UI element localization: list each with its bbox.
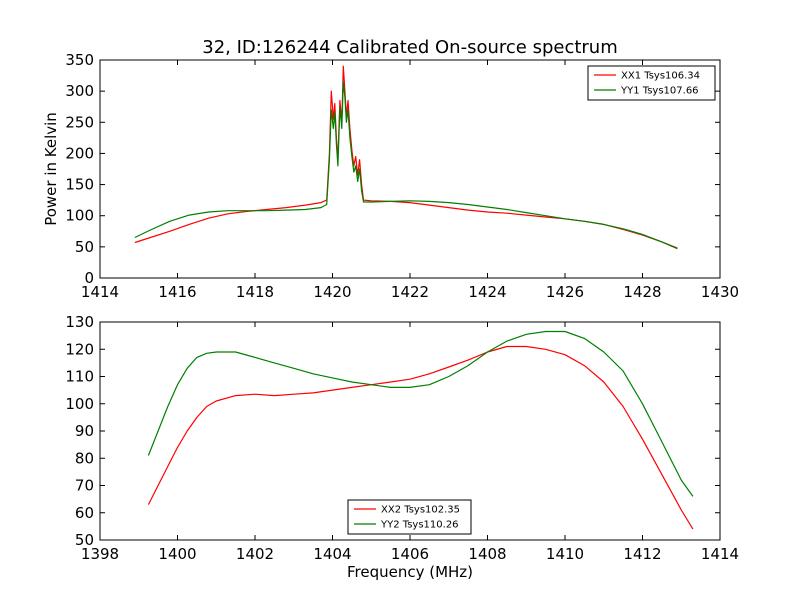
y-tick-label: 150 xyxy=(65,176,94,194)
y-tick-label: 60 xyxy=(75,504,94,522)
y-tick-label: 70 xyxy=(75,477,94,495)
y-tick-label: 80 xyxy=(75,449,94,467)
x-tick-label: 1428 xyxy=(623,283,661,301)
legend: XX1 Tsys106.34 YY1 Tsys107.66 xyxy=(587,65,716,101)
y-tick-label: 50 xyxy=(75,238,94,256)
x-tick-label: 1422 xyxy=(391,283,429,301)
x-axis-label: Frequency (MHz) xyxy=(347,563,473,581)
y-tick-label: 200 xyxy=(65,144,94,162)
y-tick-label: 100 xyxy=(65,395,94,413)
x-tick-label: 1414 xyxy=(701,545,739,563)
bottom-panel: 1398 1400 1402 1404 1406 1408 1410 1412 1414 50 60… xyxy=(65,313,739,563)
series-line-yy xyxy=(134,81,678,250)
x-tick-label: 1400 xyxy=(158,545,196,563)
legend: XX2 Tsys102.35 YY2 Tsys110.26 xyxy=(347,499,472,535)
y-tick-label: 50 xyxy=(75,531,94,549)
x-tick-label: 1424 xyxy=(468,283,506,301)
y-tick-label: 350 xyxy=(65,51,94,69)
chart-title: 32, ID:126244 Calibrated On-source spect… xyxy=(202,37,618,58)
y-tick-label: 110 xyxy=(65,368,94,386)
series-line-xx xyxy=(147,345,694,530)
x-tick-label: 1402 xyxy=(236,545,274,563)
series-line-xx xyxy=(134,65,678,249)
legend-entry: XX2 Tsys102.35 xyxy=(381,505,460,516)
y-tick-label: 100 xyxy=(65,207,94,225)
legend-box xyxy=(347,499,472,535)
x-tick-label: 1420 xyxy=(313,283,351,301)
x-tick-label: 1408 xyxy=(468,545,506,563)
x-tick-label: 1410 xyxy=(546,545,584,563)
y-tick-label: 0 xyxy=(84,269,94,287)
x-tick-label: 1418 xyxy=(236,283,274,301)
x-tick-label: 1416 xyxy=(158,283,196,301)
x-tick-label: 1430 xyxy=(701,283,739,301)
top-panel: 1414 1416 1418 1420 1422 1424 1426 1428 1430 0 50 1… xyxy=(65,51,739,301)
x-tick-label: 1412 xyxy=(623,545,661,563)
x-tick-label: 1426 xyxy=(546,283,584,301)
x-tick-label: 1406 xyxy=(391,545,429,563)
legend-entry: YY1 Tsys107.66 xyxy=(620,86,699,97)
x-tick-label: 1404 xyxy=(313,545,351,563)
y-axis-label: Power in Kelvin xyxy=(42,112,60,226)
legend-entry: YY2 Tsys110.26 xyxy=(380,520,459,531)
y-tick-label: 300 xyxy=(65,82,94,100)
legend-entry: XX1 Tsys106.34 xyxy=(621,71,700,82)
y-tick-label: 250 xyxy=(65,113,94,131)
series-line-yy xyxy=(147,330,694,497)
y-tick-label: 90 xyxy=(75,422,94,440)
y-tick-label: 120 xyxy=(65,340,94,358)
x-tick-label: 1398 xyxy=(81,545,119,563)
y-tick-label: 130 xyxy=(65,313,94,331)
legend-box xyxy=(587,65,716,101)
x-tick-label: 1414 xyxy=(81,283,119,301)
